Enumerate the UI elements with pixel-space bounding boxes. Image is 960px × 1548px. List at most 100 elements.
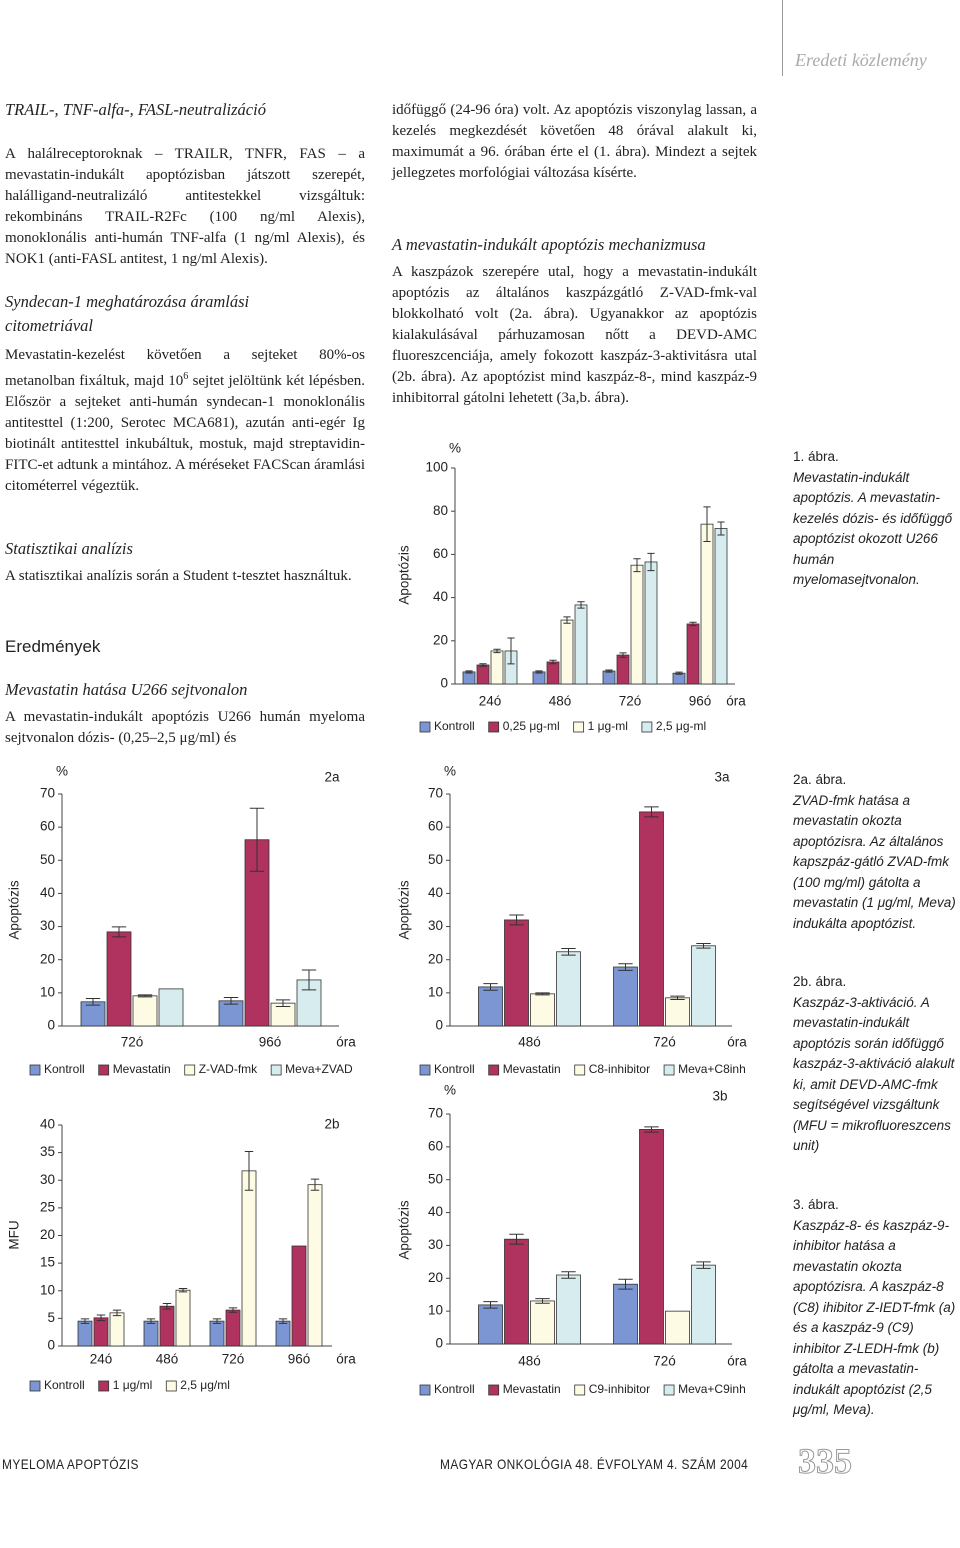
- legend-label: 0,25 μg-ml: [503, 719, 560, 733]
- y-tick-label: 40: [433, 589, 448, 604]
- error-bar: [549, 659, 557, 665]
- panel-label: 2b: [324, 1117, 339, 1132]
- legend-label: Kontroll: [44, 1378, 85, 1392]
- error-bar: [178, 1288, 188, 1293]
- legend-swatch: [574, 1064, 586, 1076]
- bar: [225, 1309, 241, 1347]
- bar: [241, 1170, 257, 1347]
- error-bar: [111, 926, 127, 938]
- error-bar: [301, 969, 317, 991]
- legend-swatch: [29, 1064, 41, 1076]
- y-tick-label: 25: [40, 1199, 55, 1214]
- legend-swatch: [663, 1064, 675, 1076]
- legend-swatch: [663, 1384, 675, 1396]
- legend-label: Meva+C9inh: [678, 1382, 746, 1396]
- x-tick-label: 72ó: [653, 1354, 676, 1369]
- error-bar: [696, 1261, 711, 1269]
- legend-label: Kontroll: [434, 719, 475, 733]
- bar: [77, 1320, 93, 1347]
- legend-swatch: [488, 721, 500, 733]
- bar: [644, 561, 658, 685]
- legend-label: 1 μg-ml: [588, 719, 628, 733]
- y-tick-label: 10: [428, 1303, 443, 1318]
- error-bar: [310, 1178, 320, 1191]
- error-bar: [96, 1314, 106, 1322]
- legend-label: Mevastatin: [503, 1062, 561, 1076]
- bar: [143, 1320, 159, 1347]
- y-axis-label: Apoptózis: [397, 1200, 412, 1260]
- panel-label: 3b: [712, 1089, 727, 1104]
- y-tick-label: 100: [425, 460, 448, 475]
- error-bar: [535, 670, 543, 674]
- legend-swatch: [184, 1064, 196, 1076]
- subheading: Statisztikai analízis: [5, 539, 133, 558]
- legend-swatch: [419, 1064, 431, 1076]
- error-bar: [689, 621, 697, 627]
- bar: [613, 1283, 638, 1345]
- x-tick-label: 96ó: [288, 1352, 311, 1367]
- y-axis-label: Apoptózis: [397, 880, 412, 940]
- y-tick-label: 30: [428, 1237, 443, 1252]
- error-bar: [619, 652, 627, 658]
- y-tick-label: 0: [435, 1018, 443, 1033]
- error-bar: [493, 648, 501, 654]
- bar: [546, 661, 560, 685]
- bar: [159, 1305, 175, 1347]
- bar: [630, 564, 644, 685]
- bar: [672, 672, 686, 685]
- y-tick-label: 5: [47, 1310, 55, 1325]
- error-bar: [717, 521, 725, 536]
- bar: [478, 1304, 503, 1345]
- y-tick-label: 15: [40, 1255, 55, 1270]
- paragraph: Mevastatin-kezelést követően a sejteket …: [5, 345, 365, 497]
- y-tick-label: 0: [47, 1338, 55, 1353]
- y-tick-label: 30: [40, 918, 55, 933]
- bar: [490, 650, 504, 685]
- bar: [175, 1289, 191, 1347]
- x-tick-label: 96ó: [259, 1035, 282, 1050]
- x-unit: óra: [726, 694, 746, 709]
- y-unit: %: [444, 1083, 456, 1098]
- legend-swatch: [419, 721, 431, 733]
- bar: [504, 919, 529, 1027]
- y-tick-label: 20: [40, 1227, 55, 1242]
- bar: [665, 997, 690, 1027]
- bar: [275, 1320, 291, 1347]
- subheading: Mevastatin hatása U266 sejtvonalon: [5, 680, 248, 699]
- x-unit: óra: [727, 1035, 747, 1050]
- y-tick-label: 60: [428, 819, 443, 834]
- legend-swatch: [98, 1380, 110, 1392]
- text: sejtet jelöltünk két lépésben. Először a…: [5, 373, 365, 494]
- section-heading: Eredmények: [5, 637, 101, 656]
- bar: [209, 1320, 225, 1347]
- legend-label: 1 μg/ml: [113, 1378, 153, 1392]
- legend-swatch: [488, 1384, 500, 1396]
- x-tick-label: 72ó: [121, 1035, 144, 1050]
- legend-label: Kontroll: [434, 1382, 475, 1396]
- legend-swatch: [165, 1380, 177, 1392]
- error-bar: [162, 1302, 172, 1310]
- y-tick-label: 20: [40, 951, 55, 966]
- error-bar: [703, 506, 711, 542]
- legend-label: C8-inhibitor: [589, 1062, 650, 1076]
- y-unit: %: [56, 764, 68, 779]
- x-tick-label: 96ó: [689, 694, 712, 709]
- header-rule: [782, 0, 783, 76]
- bar: [462, 671, 476, 685]
- bar: [686, 623, 700, 685]
- y-tick-label: 40: [40, 1117, 55, 1132]
- legend-label: Z-VAD-fmk: [199, 1062, 258, 1076]
- legend-label: C9-inhibitor: [589, 1382, 650, 1396]
- error-bar: [137, 994, 153, 998]
- paragraph: A statisztikai analízis során a Student …: [5, 568, 352, 584]
- legend-swatch: [573, 721, 585, 733]
- legend-label: Meva+C8inh: [678, 1062, 746, 1076]
- x-unit: óra: [336, 1352, 356, 1367]
- bar: [639, 811, 664, 1027]
- error-bar: [535, 1298, 550, 1304]
- y-tick-label: 50: [428, 852, 443, 867]
- paragraph: A halálreceptoroknak – TRAILR, TNFR, FAS…: [5, 146, 365, 267]
- caption-text: Mevastatin-indukált apoptózis. A mevasta…: [793, 469, 953, 588]
- y-tick-label: 50: [40, 852, 55, 867]
